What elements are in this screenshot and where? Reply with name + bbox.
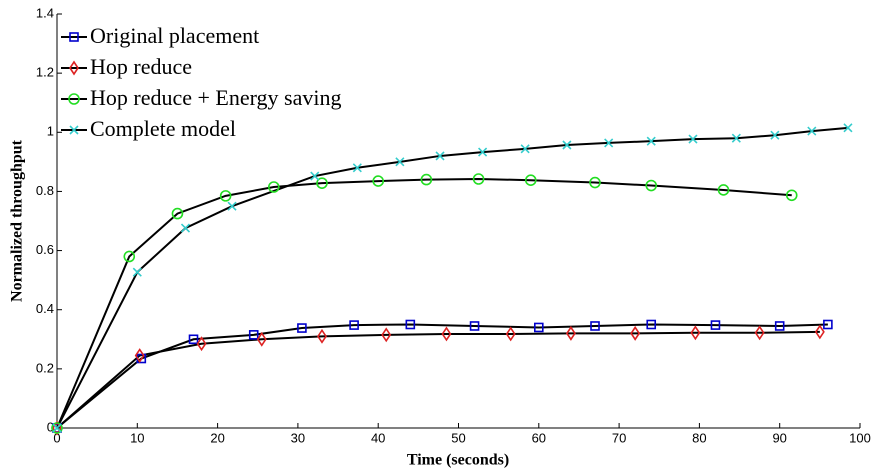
x-tick-label: 100: [849, 430, 871, 445]
y-tick-label: 1.2: [36, 65, 54, 80]
y-tick-label: 0.8: [36, 183, 54, 198]
x-tick-label: 30: [291, 430, 305, 445]
y-tick-label: 0.2: [36, 360, 54, 375]
x-tick-label: 50: [451, 430, 465, 445]
chart: Time (seconds) Normalized throughput 010…: [0, 0, 876, 472]
legend-label: Hop reduce + Energy saving: [90, 85, 342, 110]
x-tick-label: 40: [371, 430, 385, 445]
legend-label: Complete model: [90, 116, 236, 141]
legend-label: Original placement: [90, 23, 259, 48]
legend-label: Hop reduce: [90, 54, 192, 79]
series-line: [57, 128, 848, 428]
x-tick-label: 20: [210, 430, 224, 445]
y-tick-label: 0.6: [36, 242, 54, 257]
y-tick-label: 0.4: [36, 301, 54, 316]
series-line: [57, 179, 792, 428]
data-point: [133, 268, 141, 276]
y-axis-title: Normalized throughput: [9, 139, 26, 302]
x-axis-title: Time (seconds): [407, 452, 509, 469]
data-point: [181, 224, 189, 232]
x-tick-label: 10: [130, 430, 144, 445]
y-tick-label: 1.4: [36, 5, 54, 20]
series-line: [57, 325, 828, 429]
x-tick-label: 90: [772, 430, 786, 445]
y-tick-label: 1: [47, 124, 54, 139]
x-tick-label: 70: [612, 430, 626, 445]
series-line: [57, 332, 820, 428]
x-tick-label: 60: [532, 430, 546, 445]
x-tick-label: 80: [692, 430, 706, 445]
